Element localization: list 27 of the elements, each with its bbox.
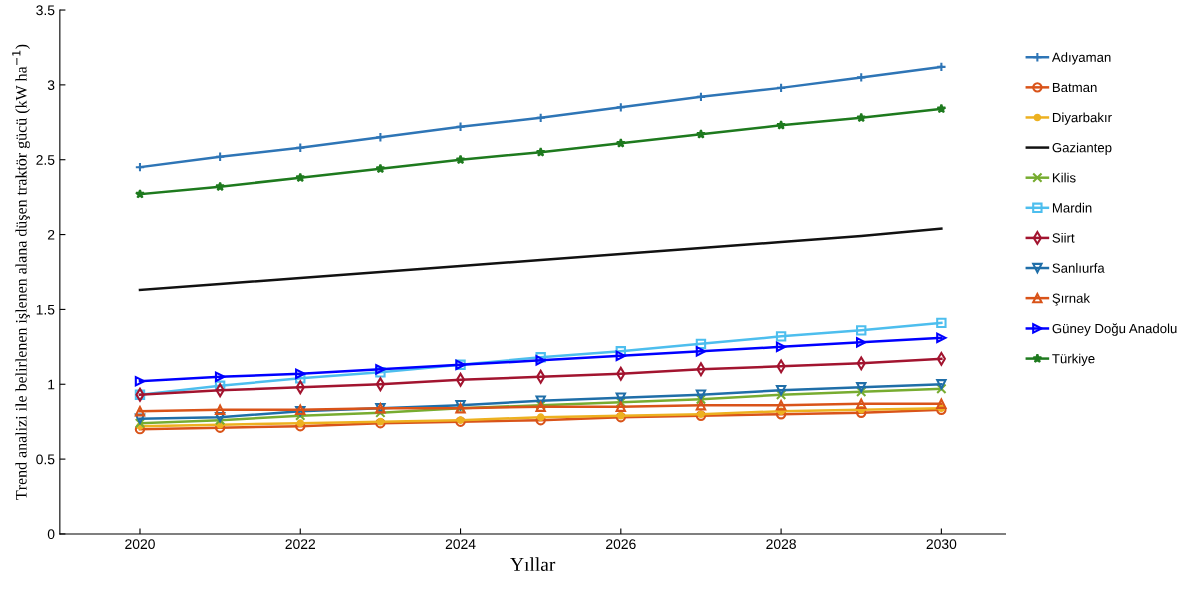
y-tick-label: 3.5 (36, 5, 55, 16)
legend-label: Diyarbakır (1052, 112, 1112, 125)
x-tick-label: 2024 (445, 539, 476, 550)
y-tick-label: 1 (48, 379, 55, 390)
y-tick-label: 2.5 (36, 155, 55, 165)
y-axis-title: Trend analizi ile belirlenen işlenen alana düşen traktör gücü (kW ha$^{−1}$) (12, 44, 30, 500)
y-tick-label: 1.5 (36, 304, 55, 315)
legend-label: Türkiye (1052, 353, 1095, 366)
legend-label: Mardin (1052, 202, 1092, 213)
x-tick-label: 2028 (766, 539, 796, 550)
y-tick-label: 0.5 (36, 454, 55, 465)
x-tick-label: 2026 (606, 539, 636, 550)
legend-label: Siirt (1052, 232, 1075, 243)
x-tick-label: 2022 (285, 539, 316, 550)
legend-label: Gaziantep (1052, 142, 1112, 155)
x-axis-title: Yıllar (510, 557, 556, 571)
y-tick-label: 3 (47, 80, 55, 91)
x-tick-label: 2020 (125, 539, 155, 550)
legend-label: Batman (1052, 82, 1097, 93)
legend-label: Kilis (1052, 172, 1076, 183)
legend-label: Şırnak (1052, 293, 1091, 306)
legend-label: Güney Doğu Anadolu (1052, 323, 1177, 336)
legend-label: Adıyaman (1051, 52, 1111, 65)
x-tick-label: 2030 (926, 539, 957, 550)
y-tick-label: 2 (47, 229, 55, 240)
y-tick-label: 0 (47, 529, 55, 540)
legend-label: Sanlıurfa (1052, 263, 1105, 273)
